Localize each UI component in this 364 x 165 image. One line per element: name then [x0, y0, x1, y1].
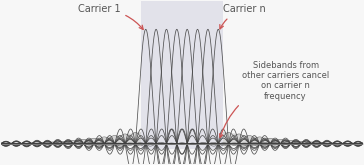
Text: Sidebands from
other carriers cancel
on carrier n
frequency: Sidebands from other carriers cancel on …	[219, 61, 329, 137]
Text: Carrier n: Carrier n	[220, 4, 265, 29]
Bar	[141, 1, 223, 149]
Text: Carrier 1: Carrier 1	[78, 4, 143, 30]
